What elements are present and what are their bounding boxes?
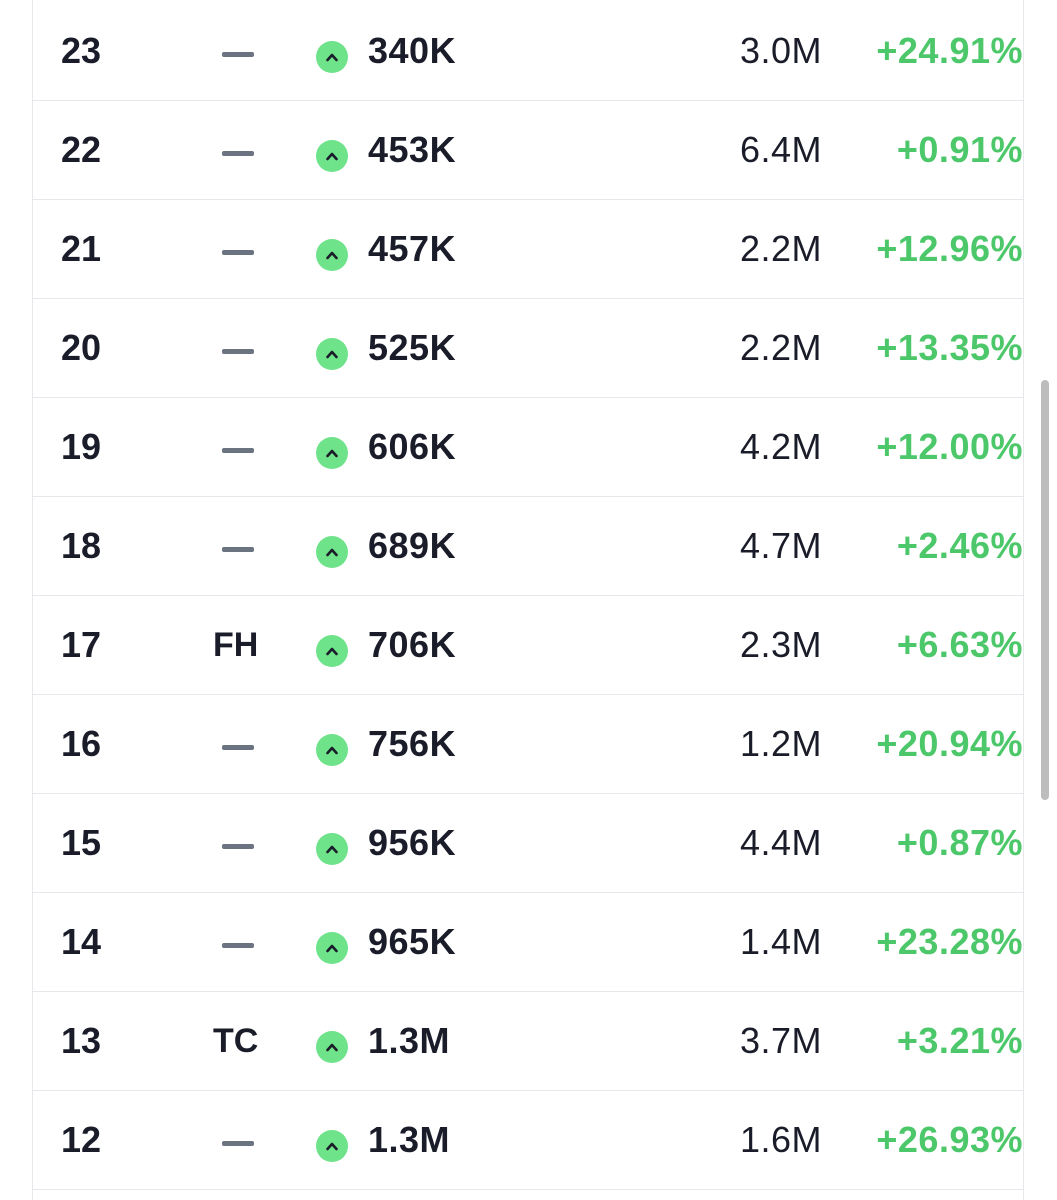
- percent-change: +6.63%: [896, 624, 1023, 665]
- count-value: 457K: [368, 228, 457, 269]
- table-row[interactable]: 14 965K 1.4M +23.28%: [33, 893, 1023, 992]
- chevron-up-icon: [316, 140, 348, 172]
- percent-change: +13.35%: [876, 327, 1023, 368]
- total-value: 4.7M: [739, 525, 822, 566]
- percent-change: +20.94%: [876, 723, 1023, 764]
- chevron-up-icon: [316, 437, 348, 469]
- rank-number: 16: [61, 723, 102, 764]
- dash-icon: [222, 151, 254, 156]
- chevron-up-icon: [316, 41, 348, 73]
- total-value: 2.2M: [739, 327, 822, 368]
- rank-number: 13: [61, 1020, 102, 1061]
- dash-icon: [222, 52, 254, 57]
- table-row[interactable]: 17 FH 706K 2.3M +6.63%: [33, 596, 1023, 695]
- count-value: 453K: [368, 129, 457, 170]
- dash-icon: [222, 547, 254, 552]
- count-value: 525K: [368, 327, 457, 368]
- count-value: 1.3M: [368, 1020, 451, 1061]
- table-row[interactable]: 13 TC 1.3M 3.7M +3.21%: [33, 992, 1023, 1091]
- chevron-up-icon: [316, 932, 348, 964]
- rank-number: 23: [61, 30, 102, 71]
- percent-change: +12.96%: [876, 228, 1023, 269]
- table-row[interactable]: 22 453K 6.4M +0.91%: [33, 101, 1023, 200]
- rank-number: 14: [61, 921, 102, 962]
- percent-change: +2.46%: [896, 525, 1023, 566]
- percent-change: +3.21%: [896, 1020, 1023, 1061]
- table-row[interactable]: 21 457K 2.2M +12.96%: [33, 200, 1023, 299]
- rank-number: 12: [61, 1119, 102, 1160]
- total-value: 2.3M: [739, 624, 822, 665]
- chevron-up-icon: [316, 1031, 348, 1063]
- count-value: 756K: [368, 723, 457, 764]
- rank-number: 17: [61, 624, 102, 665]
- dash-icon: [222, 1141, 254, 1146]
- count-value: 606K: [368, 426, 457, 467]
- chevron-up-icon: [316, 833, 348, 865]
- count-value: 706K: [368, 624, 457, 665]
- count-value: 689K: [368, 525, 457, 566]
- total-value: 4.2M: [739, 426, 822, 467]
- table-row[interactable]: 19 606K 4.2M +12.00%: [33, 398, 1023, 497]
- table-row[interactable]: 16 756K 1.2M +20.94%: [33, 695, 1023, 794]
- count-value: 1.3M: [368, 1119, 451, 1160]
- rank-number: 15: [61, 822, 102, 863]
- chevron-up-icon: [316, 536, 348, 568]
- rank-number: 21: [61, 228, 102, 269]
- chevron-up-icon: [316, 1130, 348, 1162]
- table-row[interactable]: 15 956K 4.4M +0.87%: [33, 794, 1023, 893]
- total-value: 4.4M: [739, 822, 822, 863]
- table-row[interactable]: 23 340K 3.0M +24.91%: [33, 2, 1023, 101]
- total-value: 1.6M: [739, 1119, 822, 1160]
- rank-number: 19: [61, 426, 102, 467]
- dash-icon: [222, 349, 254, 354]
- scrollbar[interactable]: [1041, 380, 1049, 800]
- dash-icon: [222, 250, 254, 255]
- tag-label: TC: [213, 1022, 259, 1060]
- tag-label: FH: [213, 626, 259, 664]
- table-row[interactable]: 20 525K 2.2M +13.35%: [33, 299, 1023, 398]
- percent-change: +24.91%: [876, 30, 1023, 71]
- percent-change: +26.93%: [876, 1119, 1023, 1160]
- table-row[interactable]: 12 1.3M 1.6M +26.93%: [33, 1091, 1023, 1190]
- dash-icon: [222, 448, 254, 453]
- chevron-up-icon: [316, 734, 348, 766]
- dash-icon: [222, 844, 254, 849]
- percent-change: +12.00%: [876, 426, 1023, 467]
- chevron-up-icon: [316, 338, 348, 370]
- chevron-up-icon: [316, 239, 348, 271]
- count-value: 340K: [368, 30, 457, 71]
- percent-change: +23.28%: [876, 921, 1023, 962]
- total-value: 1.4M: [739, 921, 822, 962]
- percent-change: +0.91%: [896, 129, 1023, 170]
- total-value: 1.2M: [739, 723, 822, 764]
- dash-icon: [222, 745, 254, 750]
- chevron-up-icon: [316, 635, 348, 667]
- table-row[interactable]: 18 689K 4.7M +2.46%: [33, 497, 1023, 596]
- rank-number: 18: [61, 525, 102, 566]
- dash-icon: [222, 943, 254, 948]
- rank-number: 20: [61, 327, 102, 368]
- count-value: 956K: [368, 822, 457, 863]
- ranking-list: 23 340K 3.0M +24.91% 22 453K 6.4M +0.91% 21 457K 2…: [32, 0, 1024, 1200]
- total-value: 2.2M: [739, 228, 822, 269]
- total-value: 6.4M: [739, 129, 822, 170]
- rank-number: 22: [61, 129, 102, 170]
- count-value: 965K: [368, 921, 457, 962]
- percent-change: +0.87%: [896, 822, 1023, 863]
- total-value: 3.0M: [739, 30, 822, 71]
- total-value: 3.7M: [739, 1020, 822, 1061]
